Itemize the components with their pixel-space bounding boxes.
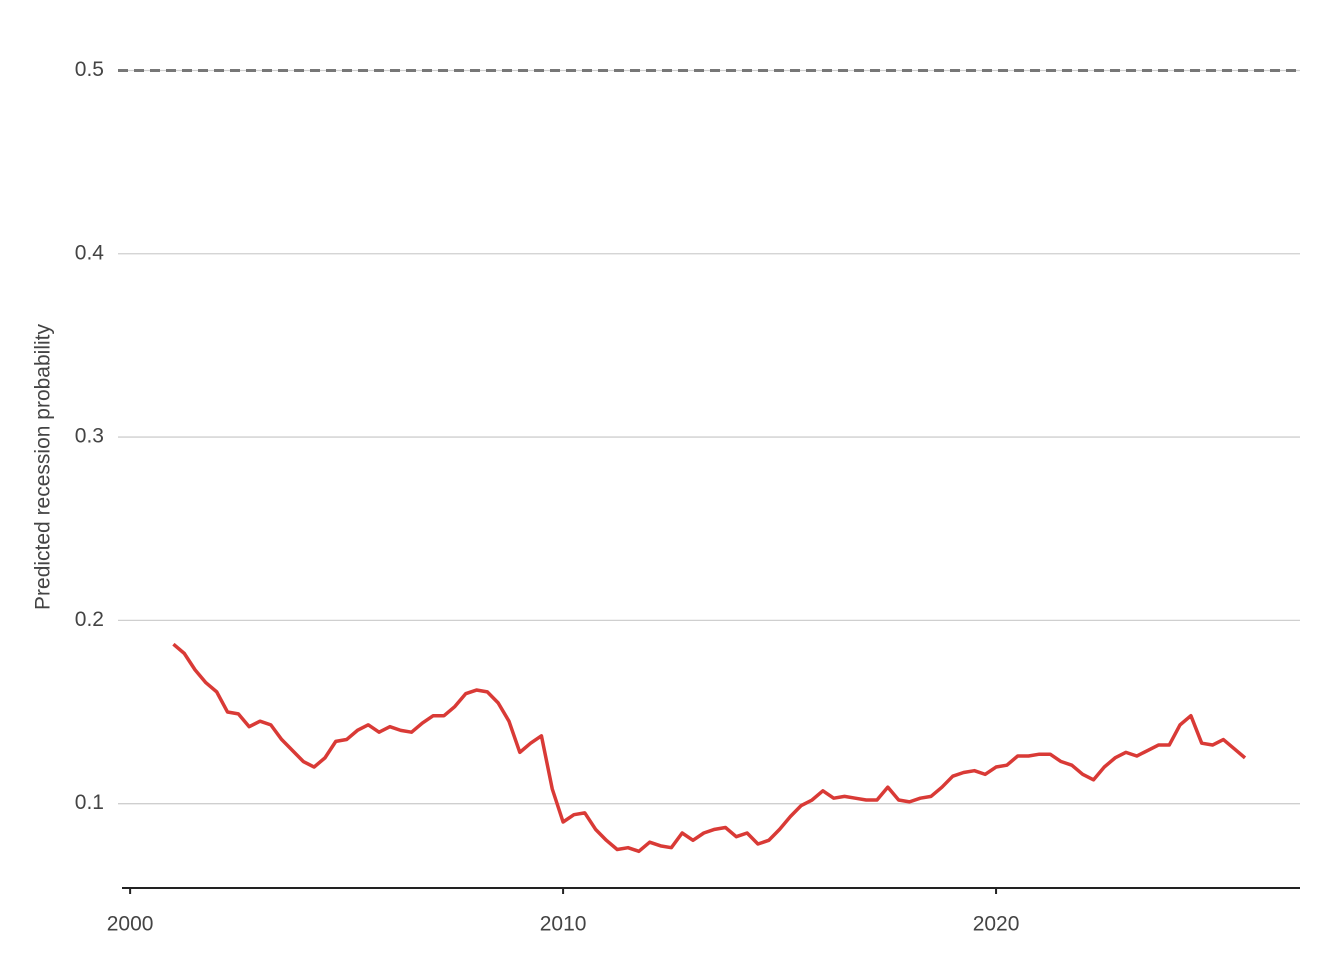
y-axis-title: Predicted recession probability: [32, 324, 55, 610]
x-tick-label: 2000: [107, 913, 154, 936]
x-tick-label: 2020: [973, 913, 1020, 936]
y-tick-label: 0.1: [75, 791, 104, 814]
y-tick-label: 0.2: [75, 608, 104, 631]
data-line: [172, 642, 1247, 854]
x-tick-label: 2010: [540, 913, 587, 936]
y-tick-label: 0.3: [75, 425, 104, 448]
y-tick-label: 0.4: [75, 241, 105, 264]
y-tick-label: 0.5: [75, 58, 104, 81]
